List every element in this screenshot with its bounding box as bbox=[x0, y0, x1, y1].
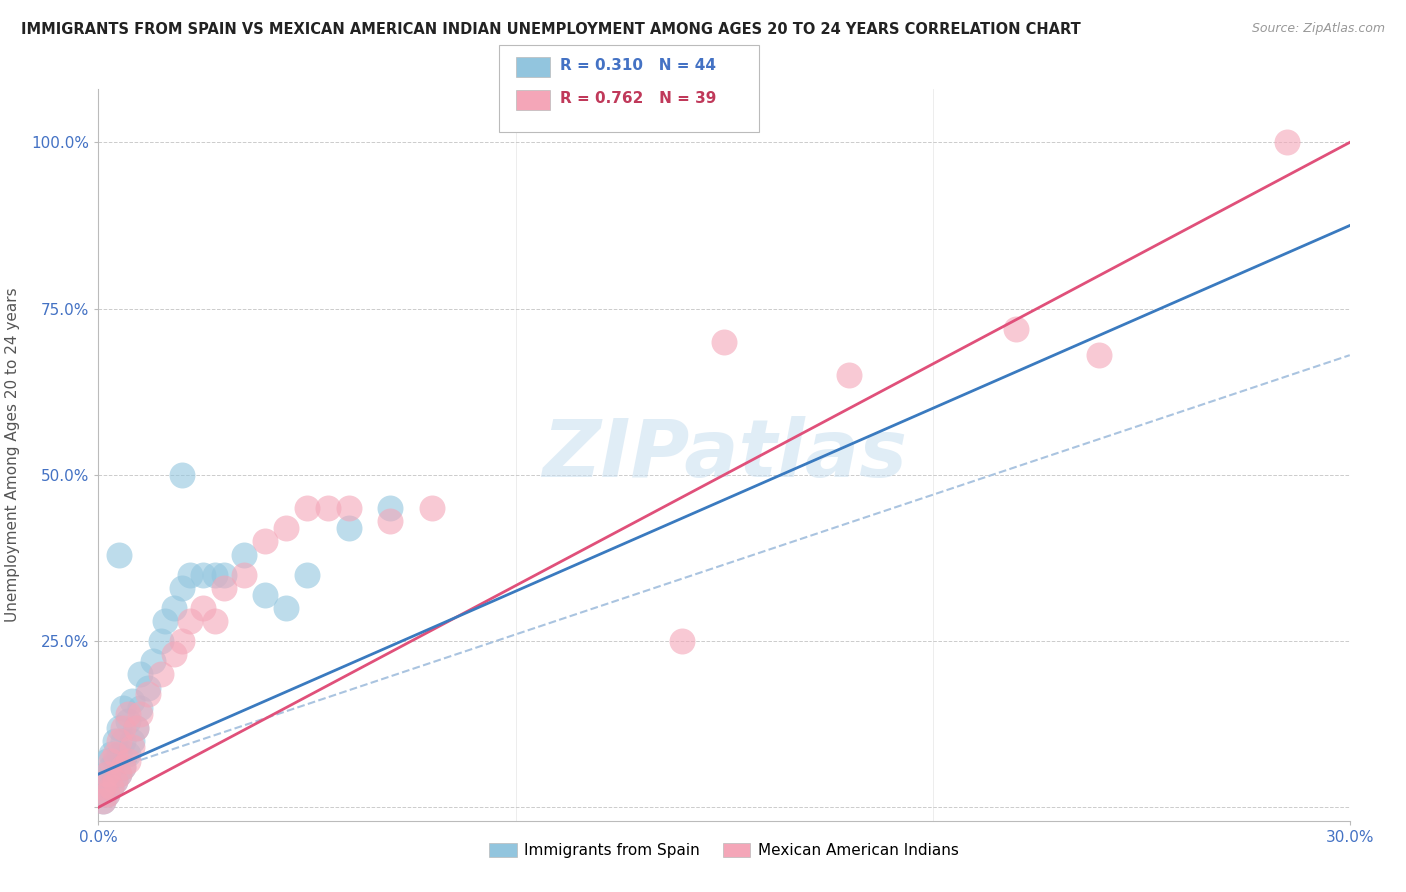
Point bbox=[96, 787, 118, 801]
Point bbox=[121, 694, 143, 708]
Point bbox=[108, 548, 131, 562]
Point bbox=[96, 787, 118, 801]
Point bbox=[1005, 321, 1028, 335]
Point bbox=[91, 780, 114, 795]
Point bbox=[112, 721, 135, 735]
Point bbox=[671, 634, 693, 648]
Point bbox=[96, 754, 118, 768]
Point bbox=[96, 773, 118, 788]
Point bbox=[104, 734, 127, 748]
Point bbox=[204, 614, 226, 628]
Text: R = 0.762   N = 39: R = 0.762 N = 39 bbox=[560, 91, 716, 105]
Point bbox=[138, 687, 160, 701]
Point bbox=[179, 614, 201, 628]
Point bbox=[91, 794, 114, 808]
Point bbox=[420, 501, 443, 516]
Point bbox=[104, 754, 127, 768]
Point bbox=[117, 754, 139, 768]
Point bbox=[1088, 348, 1111, 362]
Text: IMMIGRANTS FROM SPAIN VS MEXICAN AMERICAN INDIAN UNEMPLOYMENT AMONG AGES 20 TO 2: IMMIGRANTS FROM SPAIN VS MEXICAN AMERICA… bbox=[21, 22, 1081, 37]
Text: Source: ZipAtlas.com: Source: ZipAtlas.com bbox=[1251, 22, 1385, 36]
Point bbox=[117, 714, 139, 728]
Point bbox=[96, 767, 118, 781]
Point bbox=[100, 747, 122, 761]
Y-axis label: Unemployment Among Ages 20 to 24 years: Unemployment Among Ages 20 to 24 years bbox=[6, 287, 20, 623]
Point bbox=[129, 707, 152, 722]
Point bbox=[380, 515, 402, 529]
Point bbox=[337, 501, 360, 516]
Point bbox=[129, 667, 152, 681]
Point bbox=[254, 588, 277, 602]
Point bbox=[212, 581, 235, 595]
Point bbox=[112, 760, 135, 774]
Point bbox=[112, 700, 135, 714]
Point bbox=[142, 654, 165, 668]
Point bbox=[713, 334, 735, 349]
Point bbox=[91, 787, 114, 801]
Point bbox=[117, 707, 139, 722]
Point bbox=[179, 567, 201, 582]
Point bbox=[112, 734, 135, 748]
Point bbox=[274, 600, 298, 615]
Point bbox=[125, 721, 148, 735]
Point bbox=[337, 521, 360, 535]
Point bbox=[121, 740, 143, 755]
Point bbox=[191, 600, 214, 615]
Point bbox=[100, 754, 122, 768]
Point bbox=[129, 700, 152, 714]
Point bbox=[295, 567, 318, 582]
Point bbox=[170, 467, 193, 482]
Point bbox=[104, 773, 127, 788]
Point bbox=[91, 794, 114, 808]
Point bbox=[162, 648, 184, 662]
Point bbox=[170, 634, 193, 648]
Point bbox=[108, 721, 131, 735]
Point bbox=[112, 760, 135, 774]
Point bbox=[150, 634, 173, 648]
Point bbox=[1277, 136, 1299, 150]
Point bbox=[838, 368, 860, 383]
Point bbox=[162, 600, 184, 615]
Point bbox=[138, 681, 160, 695]
Point bbox=[125, 721, 148, 735]
Point bbox=[150, 667, 173, 681]
Point bbox=[153, 614, 176, 628]
Point bbox=[233, 567, 256, 582]
Point bbox=[108, 767, 131, 781]
Text: R = 0.310   N = 44: R = 0.310 N = 44 bbox=[560, 58, 716, 72]
Point bbox=[212, 567, 235, 582]
Point bbox=[295, 501, 318, 516]
Point bbox=[380, 501, 402, 516]
Point bbox=[100, 780, 122, 795]
Point bbox=[108, 767, 131, 781]
Point bbox=[104, 773, 127, 788]
Text: ZIPatlas: ZIPatlas bbox=[541, 416, 907, 494]
Point bbox=[254, 534, 277, 549]
Point bbox=[233, 548, 256, 562]
Legend: Immigrants from Spain, Mexican American Indians: Immigrants from Spain, Mexican American … bbox=[484, 837, 965, 864]
Point bbox=[121, 734, 143, 748]
Point bbox=[91, 780, 114, 795]
Point bbox=[316, 501, 339, 516]
Point bbox=[170, 581, 193, 595]
Point bbox=[204, 567, 226, 582]
Point bbox=[100, 760, 122, 774]
Point bbox=[191, 567, 214, 582]
Point bbox=[96, 767, 118, 781]
Point bbox=[274, 521, 298, 535]
Point bbox=[108, 747, 131, 761]
Point bbox=[117, 747, 139, 761]
Point bbox=[100, 780, 122, 795]
Point bbox=[104, 747, 127, 761]
Point bbox=[108, 734, 131, 748]
